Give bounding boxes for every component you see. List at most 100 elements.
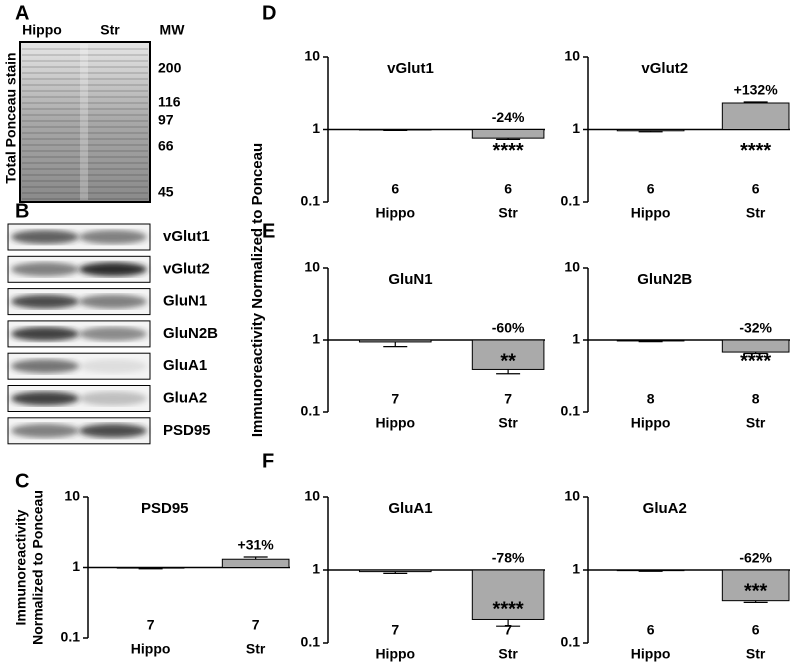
mw-header: MW <box>160 22 186 38</box>
mw-label: 116 <box>158 94 181 110</box>
error-bar <box>138 568 163 570</box>
error-bar <box>638 570 663 572</box>
y-tick-label: 0.1 <box>301 634 321 650</box>
error-bar <box>383 571 408 574</box>
mw-label: 66 <box>158 138 174 154</box>
x-tick-label: Str <box>746 646 766 662</box>
error-bar <box>496 138 521 141</box>
y-tick-label: 10 <box>304 488 320 504</box>
change-label: -60% <box>492 320 525 336</box>
error-bar <box>638 340 663 343</box>
ponceau-gel <box>19 41 151 203</box>
significance: **** <box>740 350 771 372</box>
chart-title: GluA1 <box>388 500 432 517</box>
blot-band <box>79 423 147 438</box>
blot-band <box>11 294 79 309</box>
n-label: 6 <box>647 622 655 638</box>
chart-title: GluN2B <box>637 271 692 288</box>
x-tick-label: Str <box>746 205 766 221</box>
panel-letter: A <box>15 2 29 24</box>
blot-label: GluN1 <box>163 293 207 310</box>
bar <box>116 567 185 569</box>
western-blots <box>7 223 151 445</box>
blot-band <box>79 391 147 406</box>
y-tick-label: 10 <box>64 488 80 504</box>
panel-letter: E <box>262 220 275 242</box>
significance: **** <box>493 598 524 620</box>
significance: **** <box>493 140 524 162</box>
error-bar <box>743 101 768 104</box>
chart-title: GluN1 <box>388 271 432 288</box>
blot-band <box>11 391 79 406</box>
y-tick-label: 1 <box>312 120 320 136</box>
n-label: 7 <box>504 622 512 638</box>
change-label: +31% <box>238 537 275 553</box>
panel-letter: C <box>15 470 29 492</box>
error-bar <box>383 341 408 348</box>
y-tick-label: 1 <box>312 331 320 347</box>
chart-title: vGlut2 <box>641 60 688 77</box>
n-label: 7 <box>391 391 399 407</box>
bar <box>616 569 685 572</box>
y-tick-label: 1 <box>312 561 320 577</box>
x-tick-label: Hippo <box>631 646 671 662</box>
blot-band <box>79 294 147 309</box>
y-tick-label: 10 <box>304 48 320 64</box>
error-bar <box>383 129 408 132</box>
significance: ** <box>500 350 516 372</box>
x-tick-label: Hippo <box>375 646 415 662</box>
y-tick-label: 0.1 <box>61 629 81 645</box>
blot-band <box>11 423 79 438</box>
blot-band <box>11 262 79 277</box>
blot-band <box>11 359 79 374</box>
y-tick-label: 0.1 <box>561 403 581 419</box>
x-tick-label: Hippo <box>131 641 171 657</box>
bar <box>471 129 545 139</box>
y-tick-label: 1 <box>572 561 580 577</box>
blot-band <box>79 326 147 341</box>
gel-ylabel: Total Ponceau stain <box>3 52 19 183</box>
blot-band <box>79 230 147 244</box>
lane-label: Hippo <box>22 22 62 38</box>
error-bar <box>743 600 768 603</box>
blot-label: GluA2 <box>163 389 207 406</box>
y-tick-label: 1 <box>72 558 80 574</box>
change-label: -62% <box>739 550 772 566</box>
bar <box>721 102 790 130</box>
blot-label: vGlut2 <box>163 260 210 277</box>
error-bar <box>496 369 521 375</box>
change-label: +132% <box>734 82 779 98</box>
bar <box>471 339 545 370</box>
x-tick-label: Hippo <box>631 205 671 221</box>
panel-letter: F <box>262 450 274 472</box>
y-tick-label: 0.1 <box>301 193 321 209</box>
x-tick-label: Str <box>498 415 518 431</box>
blot-label: vGlut1 <box>163 228 210 245</box>
mw-label: 45 <box>158 184 174 200</box>
blot-band <box>79 359 147 374</box>
bar <box>221 558 290 568</box>
error-bar <box>638 130 663 133</box>
y-tick-label: 1 <box>572 120 580 136</box>
significance: *** <box>744 580 768 602</box>
bar <box>616 339 685 342</box>
chart-title: GluA2 <box>643 500 687 517</box>
y-tick-label: 1 <box>572 331 580 347</box>
x-tick-label: Str <box>746 415 766 431</box>
significance: **** <box>740 140 771 162</box>
error-bar <box>243 556 268 560</box>
blot-band <box>11 230 79 244</box>
bar <box>358 339 432 343</box>
mw-label: 200 <box>158 60 182 76</box>
n-label: 6 <box>752 622 760 638</box>
y-tick-label: 0.1 <box>301 403 321 419</box>
bar <box>471 569 545 620</box>
n-label: 6 <box>504 181 512 197</box>
change-label: -24% <box>492 109 525 125</box>
x-tick-label: Str <box>246 641 266 657</box>
change-label: -78% <box>492 550 525 566</box>
bar <box>616 129 685 132</box>
x-tick-label: Hippo <box>375 415 415 431</box>
mw-label: 97 <box>158 112 174 128</box>
